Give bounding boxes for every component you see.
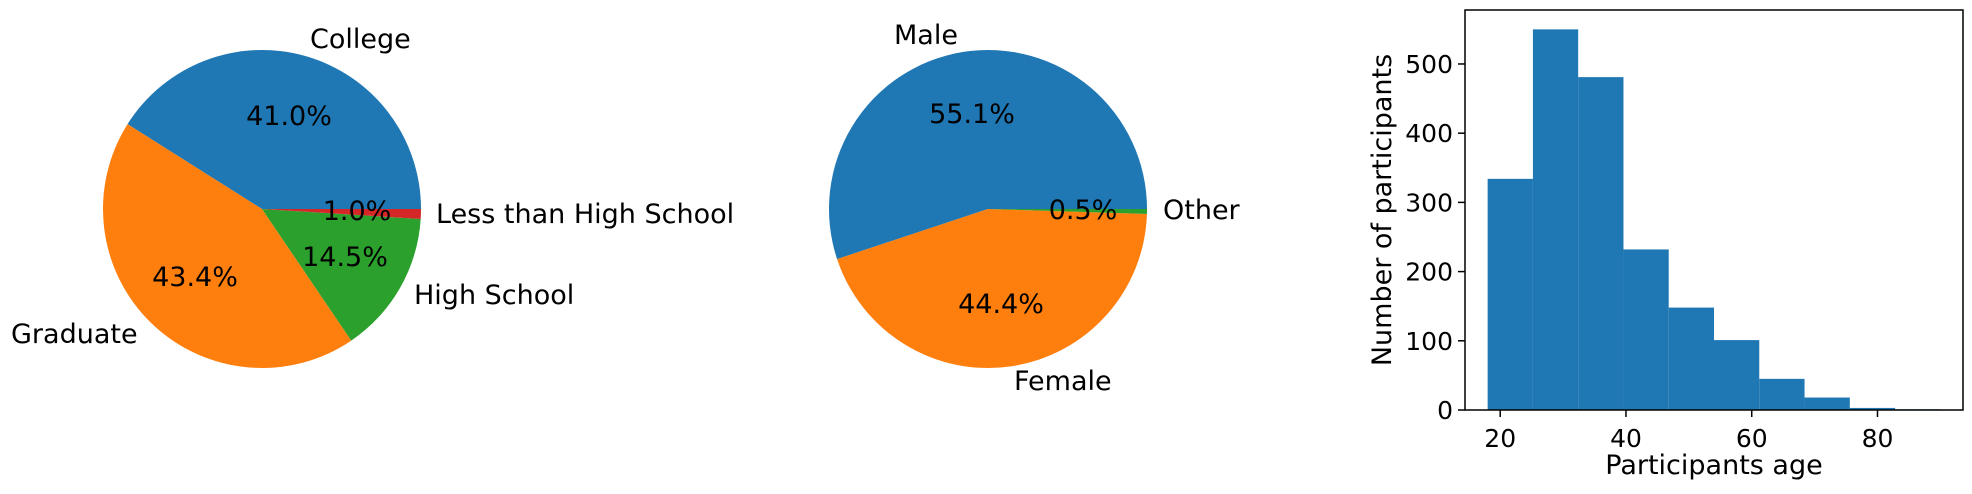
y-tick-label: 300 [1405, 188, 1453, 217]
pie2-slice-female [837, 209, 1147, 368]
plot-frame [1464, 9, 1964, 411]
x-tick-label: 60 [1736, 424, 1768, 453]
pie1-pct-label-graduate: 43.4% [152, 262, 238, 293]
y-axis-label: Number of participants [1367, 54, 1398, 366]
hist-bar-0 [1487, 178, 1533, 410]
pie1-label-graduate: Graduate [11, 319, 138, 350]
hist-bar-6 [1759, 378, 1805, 410]
pie2-pct-label-other: 0.5% [1049, 195, 1118, 226]
pie2-pct-label-female: 44.4% [958, 289, 1044, 320]
pie1-label-less-than-high-school: Less than High School [436, 199, 734, 230]
hist-bar-3 [1623, 249, 1669, 410]
pie2-slice-other [988, 209, 1147, 214]
pie1-label-high-school: High School [414, 280, 574, 311]
pie1-slice-high-school [262, 209, 421, 341]
x-axis-label: Participants age [1605, 450, 1822, 481]
hist-bar-1 [1532, 29, 1579, 410]
age-histogram: 20 40 60 80 0 100 200 300 400 500 Participants a… [1367, 9, 1964, 481]
gender-pie-chart: 55.1% 44.4% 0.5% Male Female Other [828, 20, 1241, 397]
pie2-pct-label-male: 55.1% [929, 99, 1015, 130]
pie1-slice-less-than-high-school [262, 209, 421, 219]
y-tick-label: 100 [1405, 327, 1453, 356]
y-tick-label: 200 [1405, 258, 1453, 287]
x-tick-label: 20 [1484, 424, 1516, 453]
hist-bar-8 [1849, 407, 1896, 410]
pie1-pct-label-college: 41.0% [246, 101, 332, 132]
pie1-slice-graduate [103, 124, 352, 368]
x-tick-label: 40 [1610, 424, 1642, 453]
education-pie-chart: 41.0% 43.4% 14.5% 1.0% College Graduate … [11, 24, 734, 368]
y-tick-label: 500 [1405, 50, 1453, 79]
x-tick-label: 80 [1862, 424, 1894, 453]
pie1-slice-college [127, 50, 422, 210]
pie2-slice-male [828, 50, 1147, 260]
pie2-label-male: Male [894, 20, 958, 51]
y-tick-label: 0 [1437, 396, 1453, 425]
pie1-pct-label-high-school: 14.5% [302, 242, 388, 273]
y-tick-label: 400 [1405, 119, 1453, 148]
hist-bar-5 [1714, 340, 1760, 410]
pie2-label-female: Female [1014, 366, 1112, 397]
hist-bar-4 [1668, 307, 1714, 410]
hist-bar-2 [1578, 77, 1624, 411]
pie1-pct-label-less-than-high-school: 1.0% [323, 196, 392, 227]
hist-bar-7 [1804, 397, 1850, 410]
pie1-label-college: College [310, 24, 411, 55]
pie2-label-other: Other [1163, 195, 1241, 226]
